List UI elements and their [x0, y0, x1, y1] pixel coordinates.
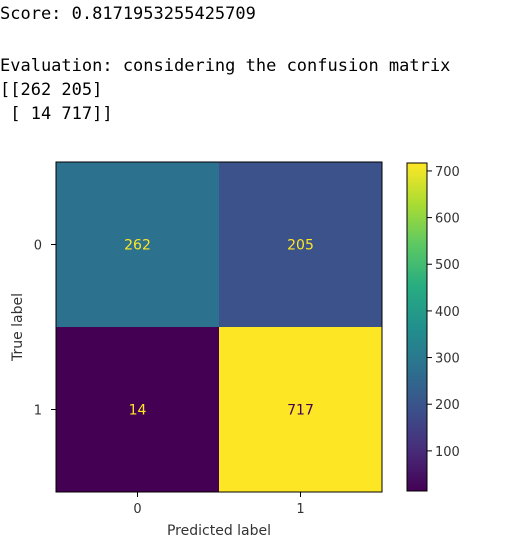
cell-labels: 262 205 14 717: [124, 238, 314, 419]
heatmap-cells: [56, 162, 382, 492]
cell-value-label-0-0: 262: [124, 238, 151, 254]
confusion-matrix-chart: 262 205 14 717 0 1 0 1 Predicted label True labe…: [10, 161, 460, 539]
colorbar-tick-label-100: 100: [435, 445, 460, 460]
colorbar-tick-label-500: 500: [435, 258, 460, 273]
y-tick-label-0: 0: [34, 239, 42, 254]
cell-value-label-1-0: 14: [129, 403, 147, 419]
axes: 0 1 0 1 Predicted label True label: [10, 161, 383, 539]
colorbar: 100 200 300 400 500 600 700: [406, 162, 460, 492]
colorbar-tick-label-700: 700: [435, 165, 460, 180]
colorbar-tick-label-300: 300: [435, 352, 460, 367]
colorbar-tick-label-400: 400: [435, 305, 460, 320]
plot-frame: [55, 161, 383, 493]
cell-value-label-1-1: 717: [287, 403, 314, 419]
y-tick-label-1: 1: [34, 404, 42, 419]
evaluation-output: Evaluation: considering the confusion ma…: [0, 56, 451, 76]
colorbar-tick-label-600: 600: [435, 212, 460, 227]
heatmap-cell-0-1: [219, 162, 382, 327]
heatmap-cell-0-0: [56, 162, 219, 327]
score-output: Score: 0.8171953255425709: [0, 4, 256, 24]
heatmap-cell-1-1: [219, 327, 382, 492]
matrix-output-line-1: [[262 205]: [0, 80, 103, 100]
x-tick-label-0: 0: [133, 502, 141, 517]
cell-value-label-0-1: 205: [287, 238, 314, 254]
x-axis-label: Predicted label: [167, 523, 271, 539]
x-tick-label-1: 1: [296, 502, 304, 517]
heatmap-cell-1-0: [56, 327, 219, 492]
colorbar-gradient: [406, 162, 428, 492]
y-axis-label: True label: [10, 293, 26, 362]
matrix-output-line-2: [ 14 717]]: [0, 104, 113, 124]
colorbar-tick-label-200: 200: [435, 398, 460, 413]
